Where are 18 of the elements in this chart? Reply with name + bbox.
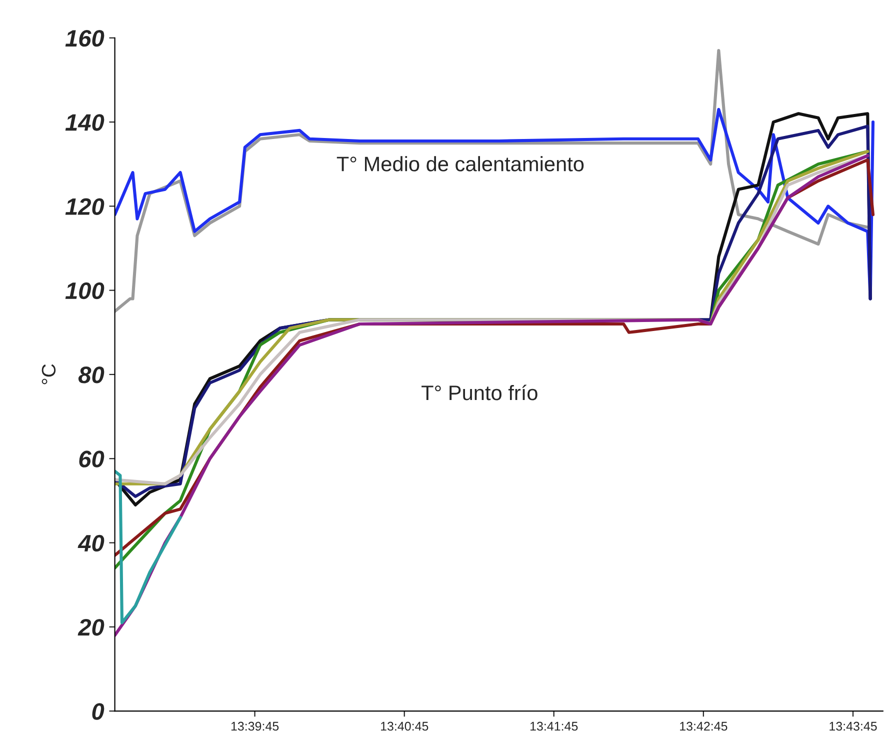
y-tick-label: 0 <box>92 703 104 720</box>
y-tick-label: 120 <box>65 198 104 215</box>
annotation: T° Punto frío <box>422 384 538 400</box>
y-axis-title: °C <box>42 364 56 384</box>
y-tick-label: 20 <box>78 618 104 636</box>
annotation: T° Medio de calentamiento <box>336 156 584 172</box>
x-tick-label: 13:41:45 <box>530 722 578 731</box>
line-series <box>114 470 182 624</box>
y-tick-label: 80 <box>78 366 104 384</box>
x-tick-label: 13:43:45 <box>830 722 877 731</box>
x-tick-label: 13:42:45 <box>680 722 728 731</box>
y-tick-label: 140 <box>65 114 104 131</box>
y-tick-label: 100 <box>65 282 104 300</box>
y-tick-label: 160 <box>65 30 104 47</box>
y-tick-label: 40 <box>78 534 104 552</box>
x-tick-label: 13:39:45 <box>231 722 279 731</box>
x-tick-label: 13:40:45 <box>380 722 428 731</box>
y-tick-label: 60 <box>79 450 104 468</box>
